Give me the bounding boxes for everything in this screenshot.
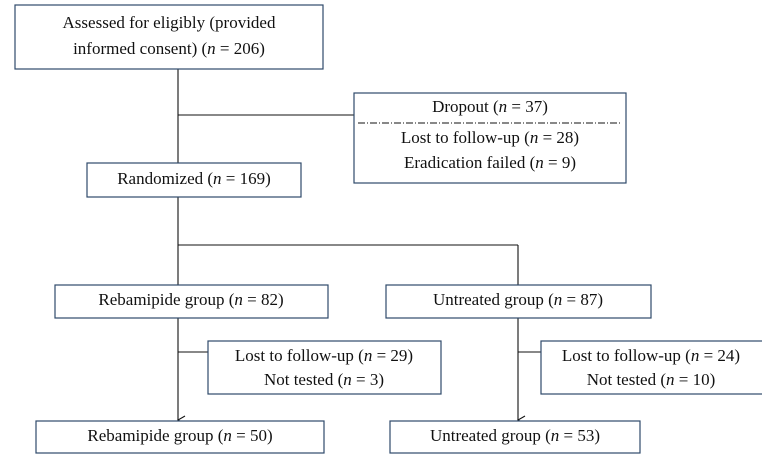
node-label: Randomized (n = 169) (117, 169, 271, 188)
node-box (86, 162, 302, 198)
label-part: n (343, 370, 352, 389)
label-part: n (535, 153, 544, 172)
label-part: Eradication failed ( (404, 153, 536, 172)
label-part: Rebamipide group ( (87, 426, 223, 445)
node: Assessed for eligibly (provided informed … (14, 4, 324, 70)
node-box (35, 420, 325, 454)
label-part: informed consent) ( (73, 39, 207, 58)
label-part: n (207, 39, 216, 58)
node-label: Untreated group (n = 53) (430, 426, 600, 445)
edges (178, 69, 541, 420)
node-label: Untreated group (n = 87) (433, 290, 603, 309)
label-part: n (554, 290, 563, 309)
label-part: = 206) (216, 39, 265, 58)
node: Rebamipide group (n = 82) (54, 284, 329, 319)
node-box (14, 4, 324, 70)
node-label: informed consent) (n = 206) (73, 39, 265, 58)
label-part: = 29) (372, 346, 413, 365)
label-part: = 10) (675, 370, 716, 389)
label-part: = 50) (232, 426, 273, 445)
label-part: Untreated group ( (430, 426, 551, 445)
node-label: Lost to follow-up (n = 29) (235, 346, 413, 365)
label-part: Not tested ( (587, 370, 667, 389)
node-label: Lost to follow-up (n = 28) (401, 128, 579, 147)
label-part: n (666, 370, 675, 389)
node: Untreated group (n = 53) (389, 420, 641, 454)
label-part: = 82) (243, 290, 284, 309)
label-part: n (364, 346, 373, 365)
node: Randomized (n = 169) (86, 162, 302, 198)
label-part: Assessed for eligibly (provided (63, 13, 276, 32)
label-part: Not tested ( (264, 370, 344, 389)
label-part: n (234, 290, 243, 309)
label-part: Randomized ( (117, 169, 213, 188)
node-box (385, 284, 652, 319)
node-label: Eradication failed (n = 9) (404, 153, 576, 172)
label-part: = 53) (559, 426, 600, 445)
node-label: Rebamipide group (n = 82) (98, 290, 283, 309)
node-label: Lost to follow-up (n = 24) (562, 346, 740, 365)
node: Rebamipide group (n = 50) (35, 420, 325, 454)
label-part: Untreated group ( (433, 290, 554, 309)
nodes: Assessed for eligibly (provided informed … (14, 4, 762, 454)
label-part: n (551, 426, 560, 445)
label-part: n (530, 128, 539, 147)
label-part: n (223, 426, 232, 445)
label-part: Lost to follow-up ( (562, 346, 691, 365)
node: Dropout (n = 37)Lost to follow-up (n = 2… (353, 92, 627, 184)
label-part: = 28) (538, 128, 579, 147)
label-part: Lost to follow-up ( (235, 346, 364, 365)
label-part: = 24) (699, 346, 740, 365)
label-part: = 169) (222, 169, 271, 188)
node-label: Not tested (n = 3) (264, 370, 384, 389)
label-part: = 87) (562, 290, 603, 309)
label-part: Lost to follow-up ( (401, 128, 530, 147)
label-part: Rebamipide group ( (98, 290, 234, 309)
node-box (353, 92, 627, 184)
label-part: Dropout ( (432, 97, 499, 116)
node-label: Rebamipide group (n = 50) (87, 426, 272, 445)
label-part: n (499, 97, 508, 116)
node-label: Not tested (n = 10) (587, 370, 716, 389)
node-box (207, 340, 442, 395)
node-box (54, 284, 329, 319)
label-part: n (213, 169, 222, 188)
node: Untreated group (n = 87) (385, 284, 652, 319)
label-part: n (691, 346, 700, 365)
node-label: Dropout (n = 37) (432, 97, 548, 116)
node-box (389, 420, 641, 454)
label-part: = 3) (352, 370, 384, 389)
node-label: Assessed for eligibly (provided (63, 13, 276, 32)
node-box (540, 340, 762, 395)
node: Lost to follow-up (n = 24)Not tested (n … (540, 340, 762, 395)
label-part: = 37) (507, 97, 548, 116)
label-part: = 9) (544, 153, 576, 172)
node: Lost to follow-up (n = 29)Not tested (n … (207, 340, 442, 395)
